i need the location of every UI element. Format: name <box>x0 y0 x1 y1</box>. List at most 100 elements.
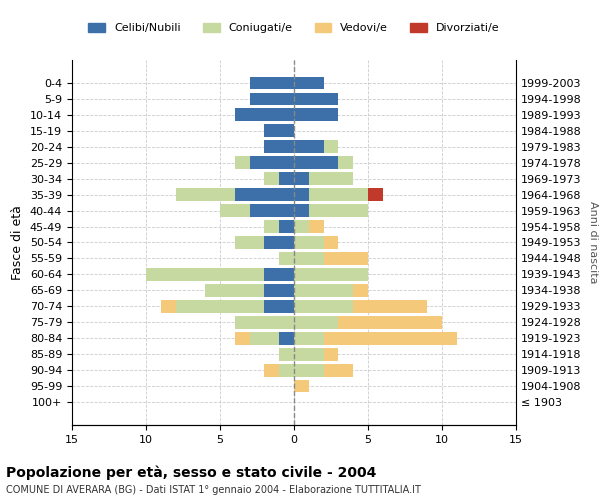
Bar <box>161 300 294 312</box>
Bar <box>279 252 294 265</box>
Bar <box>250 332 294 344</box>
Legend: Celibi/Nubili, Coniugati/e, Vedovi/e, Divorziati/e: Celibi/Nubili, Coniugati/e, Vedovi/e, Di… <box>84 18 504 38</box>
Bar <box>265 300 294 312</box>
Bar <box>235 108 294 122</box>
Bar <box>294 364 353 376</box>
Bar <box>294 108 338 122</box>
Bar <box>265 220 294 233</box>
Bar <box>250 76 294 90</box>
Bar <box>265 220 294 233</box>
Bar <box>294 348 338 360</box>
Bar <box>235 332 294 344</box>
Bar <box>265 236 294 249</box>
Bar <box>161 300 294 312</box>
Bar <box>294 284 368 296</box>
Bar <box>146 268 294 281</box>
Bar <box>294 156 353 169</box>
Bar <box>294 76 323 90</box>
Bar <box>279 252 294 265</box>
Bar <box>250 76 294 90</box>
Bar <box>294 268 368 281</box>
Bar <box>235 108 294 122</box>
Bar <box>279 220 294 233</box>
Bar <box>294 268 368 281</box>
Bar <box>294 92 338 106</box>
Bar <box>294 268 368 281</box>
Bar <box>250 92 294 106</box>
Bar <box>294 300 427 312</box>
Bar <box>250 92 294 106</box>
Bar <box>250 156 294 169</box>
Bar <box>294 316 338 328</box>
Bar <box>220 204 294 217</box>
Bar <box>265 364 294 376</box>
Bar <box>294 252 323 265</box>
Bar <box>294 364 353 376</box>
Bar <box>294 172 353 185</box>
Bar <box>279 348 294 360</box>
Bar <box>279 172 294 185</box>
Bar <box>279 252 294 265</box>
Bar <box>205 284 294 296</box>
Bar <box>294 156 353 169</box>
Text: COMUNE DI AVERARA (BG) - Dati ISTAT 1° gennaio 2004 - Elaborazione TUTTITALIA.IT: COMUNE DI AVERARA (BG) - Dati ISTAT 1° g… <box>6 485 421 495</box>
Bar <box>294 348 338 360</box>
Bar <box>265 140 294 153</box>
Bar <box>279 348 294 360</box>
Bar <box>294 140 323 153</box>
Bar <box>265 172 294 185</box>
Bar <box>294 172 309 185</box>
Bar <box>265 284 294 296</box>
Bar <box>265 220 294 233</box>
Bar <box>294 188 368 201</box>
Bar <box>294 204 368 217</box>
Bar <box>176 300 294 312</box>
Bar <box>294 300 353 312</box>
Bar <box>294 220 323 233</box>
Bar <box>294 172 353 185</box>
Bar <box>294 236 323 249</box>
Bar <box>265 124 294 137</box>
Bar <box>176 188 294 201</box>
Bar <box>294 92 338 106</box>
Bar <box>235 316 294 328</box>
Bar <box>265 140 294 153</box>
Bar <box>294 332 323 344</box>
Bar <box>294 188 383 201</box>
Bar <box>294 156 338 169</box>
Bar <box>294 76 323 90</box>
Bar <box>250 76 294 90</box>
Bar <box>294 364 323 376</box>
Bar <box>235 332 294 344</box>
Bar <box>279 348 294 360</box>
Bar <box>265 124 294 137</box>
Bar <box>220 204 294 217</box>
Bar <box>250 92 294 106</box>
Bar <box>265 172 294 185</box>
Bar <box>235 236 294 249</box>
Bar <box>265 268 294 281</box>
Bar <box>294 252 368 265</box>
Bar <box>294 76 323 90</box>
Bar <box>205 284 294 296</box>
Bar <box>235 316 294 328</box>
Bar <box>294 220 309 233</box>
Bar <box>146 268 294 281</box>
Bar <box>294 108 338 122</box>
Text: Popolazione per età, sesso e stato civile - 2004: Popolazione per età, sesso e stato civil… <box>6 465 376 479</box>
Bar <box>294 300 427 312</box>
Bar <box>265 124 294 137</box>
Bar <box>294 204 368 217</box>
Bar <box>294 380 309 392</box>
Bar <box>294 316 442 328</box>
Bar <box>205 284 294 296</box>
Bar <box>294 140 338 153</box>
Bar <box>265 172 294 185</box>
Bar <box>294 236 338 249</box>
Bar <box>235 236 294 249</box>
Bar <box>235 108 294 122</box>
Bar <box>294 140 338 153</box>
Bar <box>294 236 338 249</box>
Bar <box>176 188 294 201</box>
Bar <box>220 204 294 217</box>
